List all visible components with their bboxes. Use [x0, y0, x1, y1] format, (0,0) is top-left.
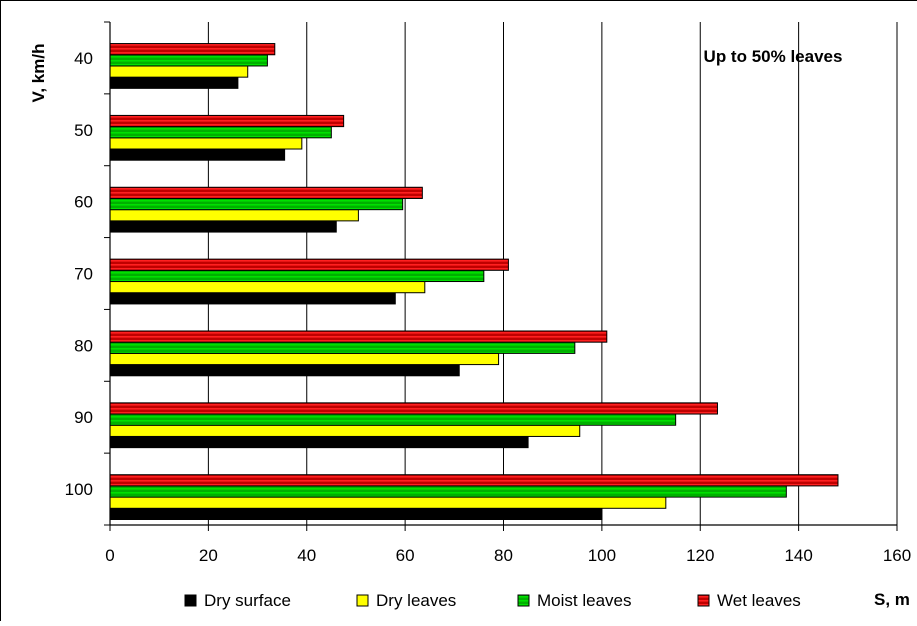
bar-moist-leaves-70 [110, 270, 484, 281]
legend-label-dry-leaves: Dry leaves [376, 591, 456, 610]
bar-dry-leaves-100 [110, 497, 666, 508]
bar-dry-leaves-70 [110, 282, 425, 293]
bar-dry-surface-40 [110, 77, 238, 88]
bar-wet-leaves-70 [110, 259, 508, 270]
x-tick-label: 100 [588, 546, 616, 565]
x-axis-title: S, m [874, 590, 910, 609]
bar-wet-leaves-40 [110, 44, 275, 55]
y-axis-title: V, km/h [29, 44, 48, 103]
x-tick-label: 20 [199, 546, 218, 565]
y-tick-label: 80 [74, 336, 93, 355]
bar-moist-leaves-80 [110, 342, 575, 353]
legend-label-wet-leaves: Wet leaves [717, 591, 801, 610]
bar-wet-leaves-80 [110, 331, 607, 342]
legend-swatch-moist-leaves [518, 595, 529, 606]
bar-moist-leaves-90 [110, 414, 676, 425]
y-tick-label: 60 [74, 193, 93, 212]
bar-dry-leaves-90 [110, 425, 580, 436]
bar-wet-leaves-90 [110, 403, 717, 414]
legend-swatch-dry-surface [185, 595, 196, 606]
bar-dry-surface-80 [110, 365, 459, 376]
bar-moist-leaves-50 [110, 127, 331, 138]
bar-dry-leaves-50 [110, 138, 302, 149]
bar-wet-leaves-100 [110, 475, 838, 486]
legend-label-moist-leaves: Moist leaves [537, 591, 631, 610]
y-tick-label: 90 [74, 408, 93, 427]
bar-dry-surface-50 [110, 149, 285, 160]
legend-swatch-dry-leaves [357, 595, 368, 606]
x-tick-label: 0 [105, 546, 114, 565]
bar-dry-leaves-80 [110, 353, 499, 364]
bar-moist-leaves-40 [110, 55, 267, 66]
x-tick-label: 120 [686, 546, 714, 565]
bar-dry-surface-60 [110, 221, 336, 232]
x-tick-label: 140 [784, 546, 812, 565]
bar-moist-leaves-100 [110, 486, 786, 497]
x-tick-label: 40 [297, 546, 316, 565]
x-tick-label: 160 [883, 546, 911, 565]
bar-dry-surface-100 [110, 508, 602, 519]
chart-annotation: Up to 50% leaves [704, 47, 843, 66]
bar-wet-leaves-60 [110, 187, 422, 198]
legend-swatch-wet-leaves [698, 595, 709, 606]
y-tick-label: 50 [74, 121, 93, 140]
bar-dry-leaves-60 [110, 210, 358, 221]
bar-dry-leaves-40 [110, 66, 248, 77]
bar-wet-leaves-50 [110, 115, 344, 126]
x-tick-label: 80 [494, 546, 513, 565]
bar-moist-leaves-60 [110, 198, 403, 209]
bar-dry-surface-70 [110, 293, 395, 304]
bar-dry-surface-90 [110, 436, 528, 447]
y-tick-label: 40 [74, 49, 93, 68]
y-tick-label: 100 [65, 480, 93, 499]
legend-label-dry-surface: Dry surface [204, 591, 291, 610]
x-tick-label: 60 [396, 546, 415, 565]
y-tick-label: 70 [74, 265, 93, 284]
